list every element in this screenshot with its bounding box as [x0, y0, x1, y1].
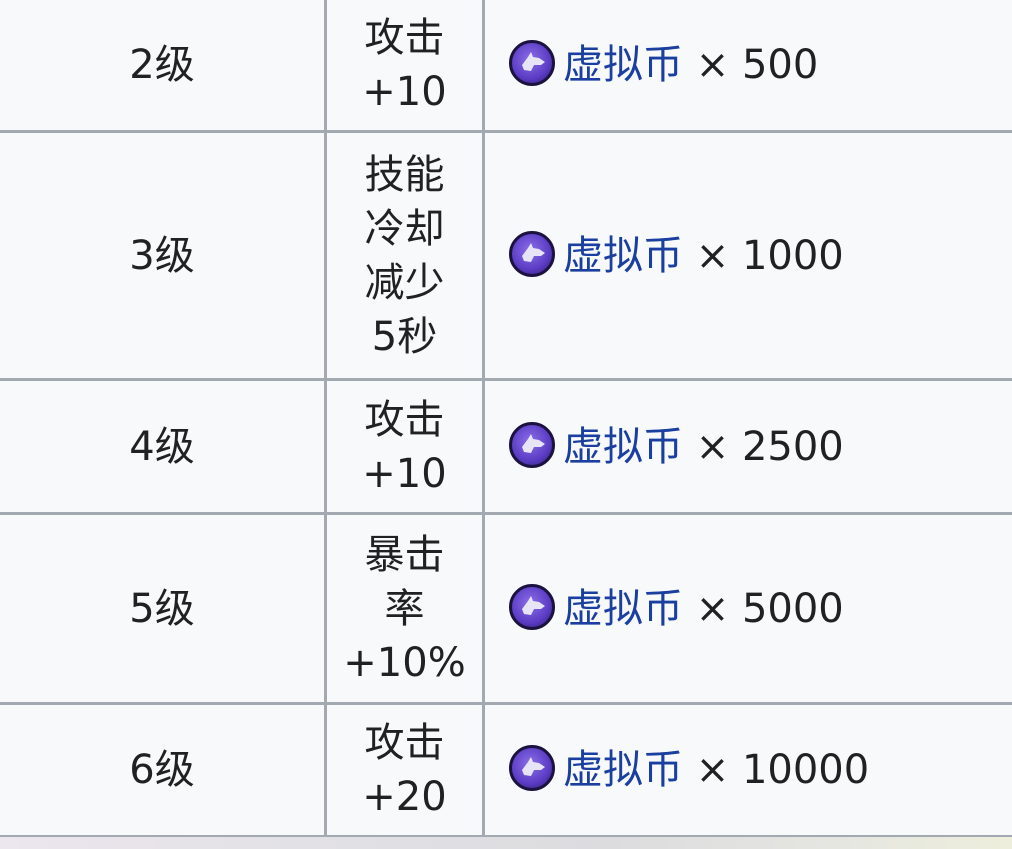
- effect-cell: 攻击 +10: [324, 378, 485, 515]
- effect-line: +10%: [343, 639, 466, 686]
- effect-line: +10: [362, 450, 447, 497]
- table-row: 6级 攻击 +20 虚拟币 × 10000: [0, 702, 1012, 838]
- wolf-coin-icon: [509, 230, 555, 277]
- level-cell: 3级: [0, 130, 327, 381]
- effect-line: 暴击: [364, 531, 445, 578]
- wolf-coin-icon: [509, 421, 555, 468]
- level-cell: 6级: [0, 702, 327, 838]
- effect-line: 率: [384, 585, 425, 632]
- wolf-coin-icon: [509, 745, 555, 791]
- cost-amount: 5000: [741, 585, 844, 632]
- effect-line: 减少: [364, 259, 445, 306]
- effect-line: 攻击: [364, 720, 445, 766]
- cost-cell: 虚拟币 × 10000: [482, 702, 1012, 838]
- cost-amount: 2500: [741, 423, 844, 470]
- effect-line: +20: [362, 774, 447, 820]
- multiplier-sign: ×: [695, 423, 730, 470]
- cost-cell: 虚拟币 × 500: [482, 0, 1012, 133]
- multiplier-sign: ×: [695, 232, 730, 279]
- effect-line: 5秒: [371, 313, 438, 360]
- currency-link[interactable]: 虚拟币: [563, 747, 683, 793]
- table-row: 2级 攻击 +10 虚拟币 × 500: [0, 0, 1012, 133]
- effect-cell: 技能冷却减少 5秒: [324, 130, 485, 381]
- multiplier-sign: ×: [695, 585, 730, 632]
- level-cell: 5级: [0, 512, 327, 705]
- effect-line: +10: [362, 69, 447, 115]
- multiplier-sign: ×: [695, 42, 730, 88]
- cost-cell: 虚拟币 × 2500: [482, 378, 1012, 515]
- background-image-strip: [0, 837, 1012, 849]
- table-row: 3级 技能冷却减少 5秒 虚拟币 × 1000: [0, 130, 1012, 381]
- cost-cell: 虚拟币 × 5000: [482, 512, 1012, 705]
- cost-cell: 虚拟币 × 1000: [482, 130, 1012, 381]
- currency-link[interactable]: 虚拟币: [563, 423, 683, 470]
- cost-amount: 10000: [741, 747, 870, 793]
- level-cell: 4级: [0, 378, 327, 515]
- wolf-coin-icon: [509, 583, 555, 630]
- multiplier-sign: ×: [695, 747, 730, 793]
- cost-amount: 500: [741, 42, 819, 88]
- table-row: 4级 攻击 +10 虚拟币 × 2500: [0, 378, 1012, 515]
- currency-link[interactable]: 虚拟币: [563, 232, 683, 279]
- effect-line: 冷却: [364, 205, 445, 252]
- wolf-coin-icon: [509, 40, 555, 86]
- currency-link[interactable]: 虚拟币: [563, 585, 683, 632]
- effect-cell: 攻击 +10: [324, 0, 485, 133]
- effect-line: 攻击: [364, 396, 445, 443]
- cost-amount: 1000: [741, 232, 844, 279]
- effect-line: 技能: [364, 151, 445, 198]
- level-cell: 2级: [0, 0, 327, 133]
- effect-cell: 攻击 +20: [324, 702, 485, 838]
- table-row: 5级 暴击率 +10% 虚拟币 × 5000: [0, 512, 1012, 705]
- effect-cell: 暴击率 +10%: [324, 512, 485, 705]
- effect-line: 攻击: [364, 15, 445, 61]
- currency-link[interactable]: 虚拟币: [563, 42, 683, 88]
